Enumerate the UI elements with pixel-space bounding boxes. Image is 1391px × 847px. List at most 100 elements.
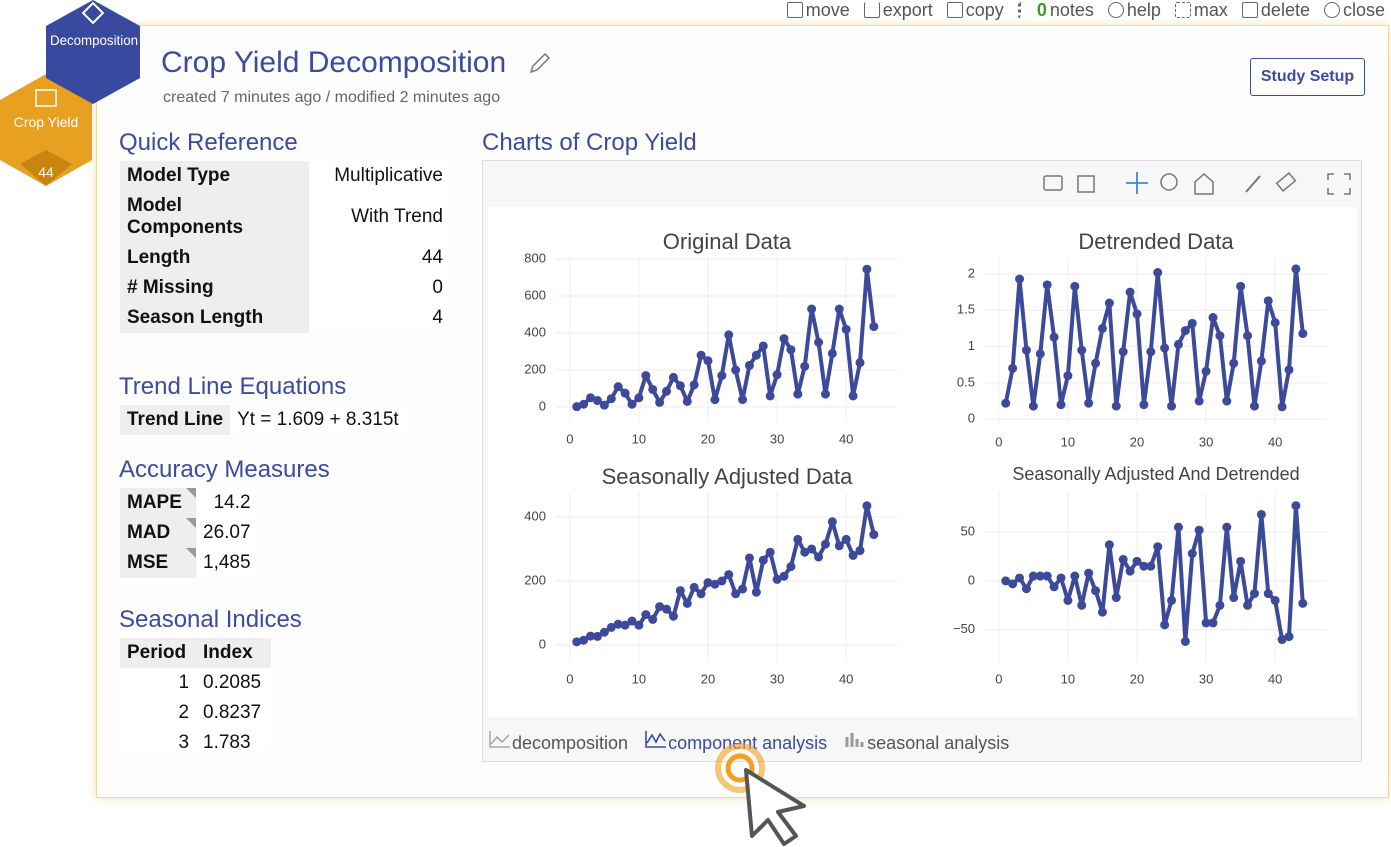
notes-count: 0 xyxy=(1036,0,1047,20)
data-point xyxy=(634,620,644,630)
data-point xyxy=(1077,600,1087,610)
label: max xyxy=(1193,0,1228,20)
data-point xyxy=(1236,556,1246,566)
data-point xyxy=(724,330,734,340)
cell: Season Length xyxy=(120,303,309,333)
header-cell: Index xyxy=(196,638,271,668)
chart-title: Detrended Data xyxy=(1078,229,1234,254)
data-point xyxy=(1243,600,1253,610)
x-tick-label: 20 xyxy=(701,671,715,686)
data-point xyxy=(1021,584,1031,594)
erase-icon[interactable] xyxy=(1275,171,1297,193)
data-point xyxy=(1256,356,1266,366)
data-point xyxy=(807,304,817,314)
study-setup-button[interactable]: Study Setup xyxy=(1250,58,1365,96)
data-point xyxy=(1111,593,1121,603)
help-button[interactable]: help xyxy=(1107,0,1161,20)
cell: 2 xyxy=(120,698,197,728)
x-tick-label: 0 xyxy=(995,434,1002,449)
y-tick-label: 400 xyxy=(524,508,546,523)
data-point xyxy=(1028,571,1038,581)
data-point xyxy=(1118,554,1128,564)
close-button[interactable]: close xyxy=(1323,0,1385,20)
copy-button[interactable]: copy xyxy=(946,0,1004,20)
section-heading: Seasonal Indices xyxy=(119,606,302,633)
trend-table: Trend Line Yt = 1.609 + 8.315t xyxy=(120,405,406,435)
x-tick-label: 20 xyxy=(1130,671,1144,686)
compare-icon[interactable] xyxy=(1077,175,1095,193)
fullscreen-icon[interactable] xyxy=(1327,173,1351,195)
data-point xyxy=(696,350,706,360)
cell: 0.8237 xyxy=(196,698,271,728)
data-point xyxy=(689,582,699,592)
series-line xyxy=(1003,266,1305,409)
data-point xyxy=(1270,318,1280,328)
cell: Length xyxy=(120,243,309,273)
data-point xyxy=(1229,593,1239,603)
data-point xyxy=(668,611,678,621)
data-point xyxy=(1001,398,1011,408)
data-point xyxy=(779,334,789,344)
data-point xyxy=(758,555,768,565)
edit-icon[interactable] xyxy=(528,52,552,76)
data-point xyxy=(765,547,775,557)
data-point xyxy=(655,397,665,407)
tab[interactable]: component analysis xyxy=(644,729,827,754)
data-point xyxy=(738,584,748,594)
data-point xyxy=(1049,332,1059,342)
data-point xyxy=(1215,600,1225,610)
data-point xyxy=(662,604,672,614)
cell: Trend Line xyxy=(120,405,231,435)
data-point xyxy=(1208,618,1218,628)
data-point xyxy=(703,578,713,588)
data-point xyxy=(1243,331,1253,341)
data-point xyxy=(855,546,865,556)
camera-icon[interactable] xyxy=(1043,175,1063,191)
data-point xyxy=(1132,309,1142,319)
pan-icon[interactable] xyxy=(1126,172,1148,194)
data-point xyxy=(848,391,858,401)
move-button[interactable]: move xyxy=(786,0,850,20)
cell: 0.2085 xyxy=(196,668,271,698)
data-point xyxy=(834,541,844,551)
data-point xyxy=(1125,566,1135,576)
x-tick-label: 40 xyxy=(1268,671,1282,686)
cell: Model Type xyxy=(120,161,309,191)
seasonal-table: Period Index 1 0.2085 2 0.8237 3 1.783 xyxy=(120,638,271,750)
data-point xyxy=(744,553,754,563)
delete-button[interactable]: delete xyxy=(1241,0,1310,20)
data-point xyxy=(814,337,824,347)
max-button[interactable]: max xyxy=(1174,0,1228,20)
cursor xyxy=(715,743,806,846)
data-point xyxy=(648,614,658,624)
export-button[interactable]: export xyxy=(863,0,933,20)
data-point xyxy=(648,384,658,394)
y-tick-label: 0 xyxy=(968,411,975,426)
y-tick-label: 0 xyxy=(968,572,975,587)
data-point xyxy=(1077,345,1087,355)
count-hex xyxy=(20,150,72,186)
data-point xyxy=(814,552,824,562)
tool-hex[interactable] xyxy=(46,0,140,104)
home-icon[interactable] xyxy=(1194,172,1214,195)
x-tick-label: 0 xyxy=(566,431,573,446)
x-tick-label: 40 xyxy=(839,671,853,686)
tab[interactable]: seasonal analysis xyxy=(843,729,1009,754)
x-tick-label: 0 xyxy=(995,671,1002,686)
notes-button[interactable]: 0 notes xyxy=(1017,0,1094,20)
section-heading: Accuracy Measures xyxy=(119,456,330,483)
seasonal-scroll: Period Index 1 0.2085 2 0.8237 3 1.783 xyxy=(120,638,271,750)
y-tick-label: 1 xyxy=(968,338,975,353)
cell: MAD xyxy=(120,518,196,548)
data-point xyxy=(731,365,741,375)
data-point xyxy=(1118,347,1128,357)
data-point xyxy=(1091,586,1101,596)
data-hex[interactable] xyxy=(0,74,92,186)
zoom-icon[interactable] xyxy=(1160,173,1178,191)
data-point xyxy=(1284,365,1294,375)
tab[interactable]: decomposition xyxy=(488,729,628,754)
data-point xyxy=(1222,396,1232,406)
draw-icon[interactable] xyxy=(1245,175,1261,193)
data-point xyxy=(1208,313,1218,323)
